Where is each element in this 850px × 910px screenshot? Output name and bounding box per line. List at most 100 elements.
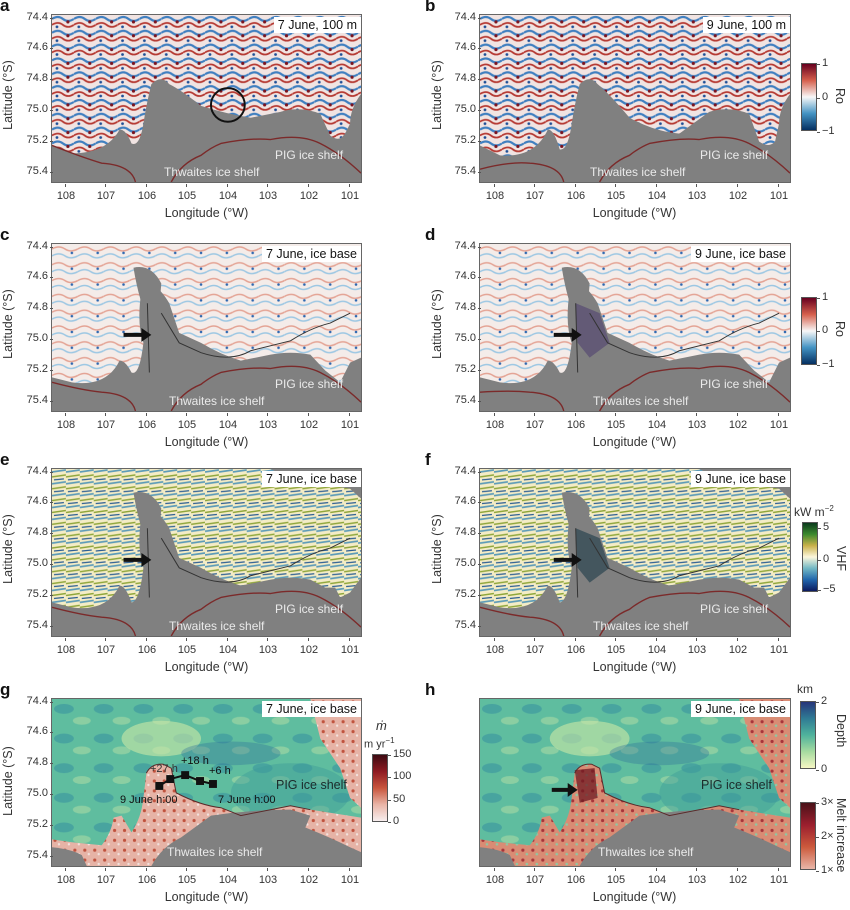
colorbar-label: Ro	[833, 321, 847, 337]
y-tick: 75.0	[22, 103, 53, 115]
x-tick: 105	[601, 868, 631, 886]
arrow-head-icon	[571, 327, 582, 342]
y-tick: 75.4	[22, 394, 53, 406]
trajectory-point	[196, 777, 205, 785]
bathymetry-melt-map	[52, 699, 361, 866]
colorbar-label: Melt increase	[834, 798, 848, 873]
date-label: 7 June, ice base	[261, 701, 361, 717]
ro-field-map	[52, 15, 361, 182]
x-tick: 107	[520, 638, 550, 656]
y-axis-label: Latitude (°S)	[1, 514, 15, 584]
ro-colorbar	[801, 297, 817, 365]
date-label: 9 June, ice base	[690, 701, 790, 717]
colorbar-unit: km	[797, 682, 813, 696]
pig-shelf-label: PIG ice shelf	[276, 778, 347, 792]
thwaites-shelf-label: Thwaites ice shelf	[598, 845, 694, 859]
x-tick: 102	[723, 868, 753, 886]
x-tick: 105	[172, 868, 202, 886]
melt-rate-colorbar	[372, 754, 388, 822]
x-tick: 105	[172, 638, 202, 656]
y-tick: 74.6	[22, 41, 53, 53]
trajectory-end-label: 9 June h:00	[120, 794, 178, 806]
y-tick: 75.0	[450, 332, 481, 344]
x-axis-label: Longitude (°W)	[164, 660, 249, 674]
panel-letter: g	[0, 680, 11, 699]
melt-increase-colorbar	[800, 802, 816, 870]
pig-shelf-label: PIG ice shelf	[700, 602, 769, 616]
x-tick: 101	[335, 868, 365, 886]
y-tick: 75.0	[450, 557, 481, 569]
x-tick: 103	[253, 638, 283, 656]
y-tick: 74.8	[450, 526, 481, 538]
colorbar-unit: kW m−2	[794, 504, 834, 519]
y-axis-label: Latitude (°S)	[1, 746, 15, 816]
y-tick: 75.2	[22, 134, 53, 146]
y-tick: 74.6	[22, 495, 53, 507]
x-axis-label: Longitude (°W)	[164, 890, 249, 904]
colorbar-unit-text: kW m	[794, 505, 825, 519]
arrow-head-icon	[141, 327, 152, 342]
x-axis-label: Longitude (°W)	[592, 890, 677, 904]
x-tick: 107	[91, 184, 121, 202]
y-tick: 74.4	[22, 11, 53, 23]
x-tick: 103	[682, 638, 712, 656]
x-tick: 106	[132, 413, 162, 431]
x-tick: 105	[601, 638, 631, 656]
map-axes: 7 June, 100 m PIG ice shelf Thwaites ice…	[51, 14, 362, 183]
panel-f: f 9 June, ice base PIG ice shelf Thwaite…	[425, 450, 850, 679]
panel-b: b 9 June, 100 m PIG ice shelf Thwaites i…	[425, 0, 850, 225]
x-tick: 106	[132, 184, 162, 202]
pig-shelf-label: PIG ice shelf	[700, 377, 769, 391]
arrow-head-icon	[141, 552, 152, 567]
colorbar-tick: 1×	[816, 864, 834, 876]
y-axis-label: Latitude (°S)	[430, 514, 444, 584]
date-label: 9 June, ice base	[690, 471, 790, 487]
y-tick: 75.2	[450, 588, 481, 600]
map-axes: 9 June, ice base PIG ice shelf Thwaites …	[479, 243, 791, 412]
colorbar-label: Ro	[833, 88, 847, 104]
x-tick: 103	[682, 868, 712, 886]
y-axis-label: Latitude (°S)	[430, 289, 444, 359]
trajectory-point	[181, 771, 190, 780]
trajectory-point	[166, 775, 175, 783]
colorbar-tick: 150	[387, 748, 412, 760]
arrow-head-icon	[571, 552, 582, 567]
colorbar-unit-exponent: −2	[824, 504, 834, 513]
colorbar-tick: 3×	[816, 796, 834, 808]
colorbar-tick: −1	[817, 358, 835, 370]
colorbar-tick: 5	[817, 521, 830, 533]
x-tick: 104	[213, 868, 243, 886]
x-tick: 102	[294, 184, 324, 202]
x-tick: 104	[213, 184, 243, 202]
x-tick: 101	[764, 413, 794, 431]
colorbar-tick: 1	[816, 57, 829, 69]
x-tick: 103	[682, 413, 712, 431]
trajectory-label: +18 h	[181, 755, 209, 767]
y-tick: 74.8	[450, 301, 481, 313]
y-tick: 75.0	[22, 332, 53, 344]
colorbar-tick: −5	[818, 583, 836, 595]
x-tick: 108	[51, 184, 81, 202]
y-axis-label: Latitude (°S)	[1, 289, 15, 359]
y-tick: 75.4	[450, 394, 481, 406]
y-tick: 75.4	[22, 165, 53, 177]
pig-shelf-label: PIG ice shelf	[700, 148, 769, 162]
y-tick: 75.0	[22, 787, 53, 799]
thwaites-shelf-label: Thwaites ice shelf	[593, 619, 689, 633]
x-tick: 107	[91, 638, 121, 656]
panel-letter: b	[425, 0, 436, 15]
y-tick: 74.4	[22, 695, 53, 707]
date-label: 7 June, ice base	[261, 471, 361, 487]
y-tick: 75.4	[450, 165, 481, 177]
x-tick: 104	[213, 413, 243, 431]
x-tick: 104	[642, 413, 672, 431]
colorbar-tick: 0	[815, 763, 828, 775]
y-tick: 74.4	[22, 240, 53, 252]
map-axes: 7 June, ice base PIG ice shelf Thwaites …	[51, 468, 362, 637]
y-tick: 74.4	[450, 240, 481, 252]
y-tick: 74.6	[450, 270, 481, 282]
panel-letter: d	[425, 225, 436, 244]
depth-colorbar	[800, 701, 816, 769]
x-tick: 101	[335, 184, 365, 202]
thwaites-shelf-label: Thwaites ice shelf	[593, 394, 689, 408]
